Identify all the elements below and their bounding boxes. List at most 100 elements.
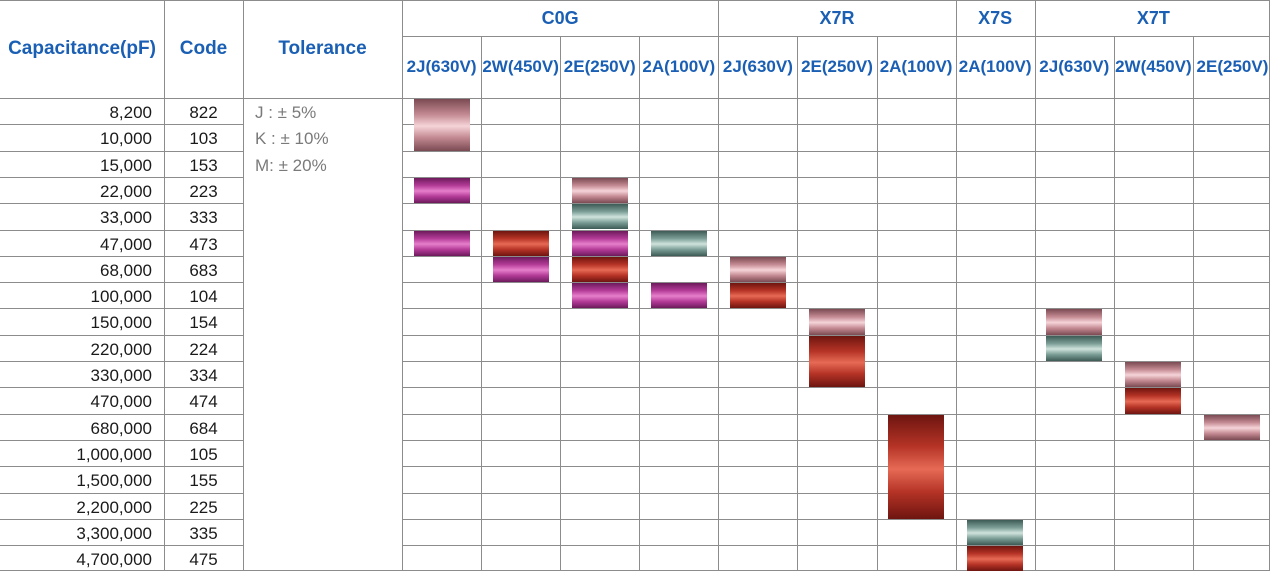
header-text-line: (630V) <box>1058 57 1110 77</box>
header-text-line: (630V) <box>741 57 793 77</box>
capacitor-chip-pink <box>1125 362 1182 388</box>
code-cell: 334 <box>189 366 218 385</box>
group-header-divider <box>402 36 1270 37</box>
capacitor-chip-teal <box>650 230 707 256</box>
row-divider <box>402 308 1270 309</box>
voltage-column-header: 2E (250V) <box>560 36 639 98</box>
capacitance-cell: 47,000 <box>100 234 152 254</box>
voltage-column-header: 2J (630V) <box>1035 36 1114 98</box>
row-divider <box>0 230 243 231</box>
row-divider <box>402 230 1270 231</box>
voltage-column-header: 2E (250V) <box>1193 36 1270 98</box>
capacitor-chip-pink <box>571 177 628 204</box>
row-divider <box>402 256 1270 257</box>
header-text-line: (450V) <box>1140 57 1192 77</box>
column-divider <box>1114 36 1115 571</box>
code-cell: 104 <box>189 287 218 307</box>
code-cell: 683 <box>189 260 218 280</box>
code-cell: 155 <box>189 471 218 491</box>
row-divider <box>0 361 243 362</box>
code-cell: 103 <box>189 129 218 149</box>
code-cell: 224 <box>189 339 218 359</box>
row-divider <box>0 124 243 125</box>
row-divider <box>0 177 243 178</box>
header-text-line: (pF) <box>120 38 156 60</box>
header-text-line: (100V) <box>901 57 953 77</box>
header-text-line: (100V) <box>664 57 716 77</box>
capacitance-cell: 8,200 <box>109 103 152 122</box>
column-divider <box>877 36 878 571</box>
header-text-line: (250V) <box>584 57 636 77</box>
capacitor-chip-red <box>1125 388 1182 414</box>
capacitor-chip-red <box>729 283 786 309</box>
capacitor-chip-pink <box>413 99 470 151</box>
capacitance-cell: 22,000 <box>100 181 152 201</box>
row-divider <box>402 466 1270 467</box>
capacitor-chip-teal <box>967 519 1024 546</box>
row-divider <box>402 387 1270 388</box>
header-bottom-border <box>0 98 1270 99</box>
tolerance-option: J : ± 5% <box>255 103 317 122</box>
header-text-line: (250V) <box>821 57 873 77</box>
capacitance-cell: 10,000 <box>100 129 152 149</box>
capacitor-chip-red <box>888 414 945 519</box>
capacitance-cell: 680,000 <box>90 418 152 438</box>
capacitance-header: Capacitance (pF) <box>0 0 164 98</box>
row-divider <box>0 335 243 336</box>
code-cell: 475 <box>189 550 218 570</box>
tolerance-option: K : ± 10% <box>255 129 329 149</box>
row-divider <box>0 466 243 467</box>
row-divider <box>402 519 1270 520</box>
header-text-line: 2A <box>642 57 665 77</box>
voltage-column-header: 2A (100V) <box>877 36 956 98</box>
column-divider <box>402 0 403 571</box>
row-divider <box>0 414 243 415</box>
row-divider <box>0 151 243 152</box>
row-divider <box>0 387 243 388</box>
column-divider <box>164 0 165 571</box>
row-divider <box>0 256 243 257</box>
capacitance-cell: 3,300,000 <box>76 523 152 543</box>
header-text-line: 2W <box>482 57 508 77</box>
row-divider <box>402 493 1270 494</box>
header-text-line: (450V) <box>507 57 559 77</box>
code-cell: 225 <box>189 497 218 517</box>
header-text-line: (250V) <box>1217 57 1269 77</box>
header-text-line: 2A <box>958 57 981 77</box>
capacitor-chip-red <box>571 256 628 283</box>
row-divider <box>0 282 243 283</box>
column-divider <box>956 0 957 571</box>
row-divider <box>402 440 1270 441</box>
capacitor-chip-red <box>492 230 549 256</box>
capacitance-cell: 1,500,000 <box>76 471 152 491</box>
header-text-line: 2E <box>801 57 822 77</box>
row-divider <box>402 282 1270 283</box>
dielectric-group-header: C0G <box>541 7 579 28</box>
capacitance-cell: 100,000 <box>90 287 152 307</box>
capacitor-chip-pink <box>808 309 866 335</box>
row-divider <box>402 203 1270 204</box>
capacitor-chip-magenta <box>571 230 628 256</box>
voltage-column-header: 2W (450V) <box>1114 36 1193 98</box>
code-cell: 474 <box>189 392 218 412</box>
table-top-border <box>0 0 1270 1</box>
row-divider <box>0 493 243 494</box>
column-divider <box>718 0 719 571</box>
capacitance-cell: 15,000 <box>100 155 152 175</box>
capacitor-chip-teal <box>571 204 628 230</box>
header-text-line: (630V) <box>425 57 477 77</box>
capacitor-chip-magenta <box>571 283 628 309</box>
capacitance-cell: 1,000,000 <box>76 444 152 464</box>
column-divider <box>797 36 798 571</box>
voltage-column-header: 2A (100V) <box>639 36 718 98</box>
column-divider <box>1035 0 1036 571</box>
dielectric-group-header: X7S <box>978 7 1013 28</box>
capacitor-chip-magenta <box>650 283 707 309</box>
capacitor-chip-magenta <box>413 230 470 256</box>
code-cell: 684 <box>189 418 218 438</box>
column-divider <box>560 36 561 571</box>
code-cell: 154 <box>189 313 218 333</box>
capacitor-chip-pink <box>729 256 786 283</box>
voltage-column-header: 2W (450V) <box>481 36 560 98</box>
